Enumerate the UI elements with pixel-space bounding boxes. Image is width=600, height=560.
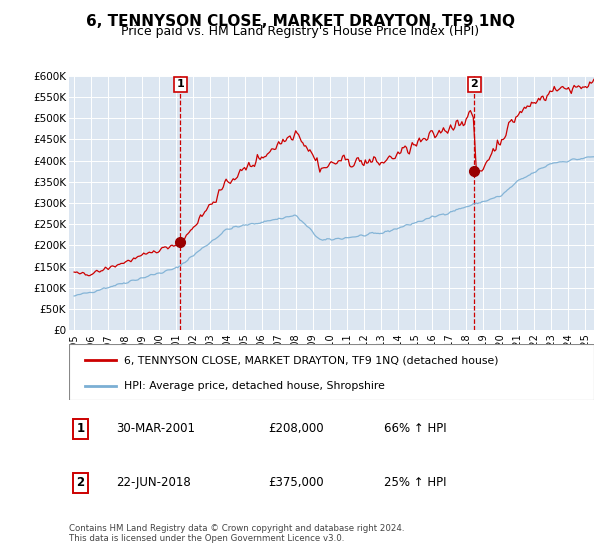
- Text: 6, TENNYSON CLOSE, MARKET DRAYTON, TF9 1NQ (detached house): 6, TENNYSON CLOSE, MARKET DRAYTON, TF9 1…: [124, 355, 499, 365]
- Text: 2: 2: [470, 80, 478, 90]
- Text: 30-MAR-2001: 30-MAR-2001: [116, 422, 195, 436]
- Text: 66% ↑ HPI: 66% ↑ HPI: [384, 422, 446, 436]
- Text: Contains HM Land Registry data © Crown copyright and database right 2024.
This d: Contains HM Land Registry data © Crown c…: [69, 524, 404, 543]
- Text: 1: 1: [176, 80, 184, 90]
- Text: 25% ↑ HPI: 25% ↑ HPI: [384, 476, 446, 489]
- FancyBboxPatch shape: [69, 344, 594, 400]
- Text: HPI: Average price, detached house, Shropshire: HPI: Average price, detached house, Shro…: [124, 381, 385, 391]
- Text: 2: 2: [76, 476, 85, 489]
- Text: 22-JUN-2018: 22-JUN-2018: [116, 476, 191, 489]
- Text: Price paid vs. HM Land Registry's House Price Index (HPI): Price paid vs. HM Land Registry's House …: [121, 25, 479, 38]
- Text: £208,000: £208,000: [269, 422, 324, 436]
- Text: 6, TENNYSON CLOSE, MARKET DRAYTON, TF9 1NQ: 6, TENNYSON CLOSE, MARKET DRAYTON, TF9 1…: [86, 14, 515, 29]
- Text: £375,000: £375,000: [269, 476, 324, 489]
- Text: 1: 1: [76, 422, 85, 436]
